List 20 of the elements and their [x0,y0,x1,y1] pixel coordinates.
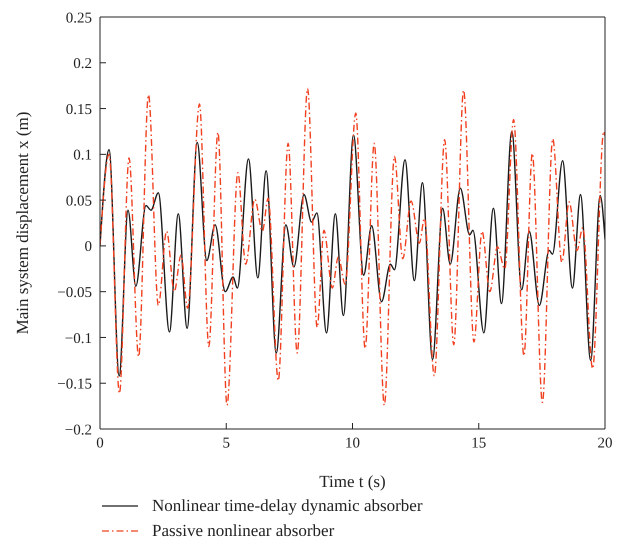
y-tick-label: 0.1 [73,148,92,164]
line-series [100,88,605,406]
x-tick-label: 15 [471,436,486,452]
y-tick-label: −0.15 [57,376,92,393]
y-tick-label: −0.05 [57,284,92,301]
x-tick-label: 10 [345,436,360,452]
x-tick-label: 20 [598,436,612,452]
x-axis-title: Time t (s) [319,472,386,491]
x-tick-label: 5 [222,436,230,452]
legend-label: Nonlinear time-delay dynamic absorber [152,496,422,516]
y-tick-label: 0.25 [66,10,92,26]
y-tick-label: −0.2 [64,422,92,438]
y-tick-label: 0.05 [66,193,92,210]
y-tick-label: 0.15 [66,102,92,118]
y-axis-title: Main system displacement x (m) [13,112,32,334]
y-tick-label: 0.2 [73,56,92,72]
x-tick-label: 0 [96,436,104,452]
y-tick-label: −0.1 [64,330,92,347]
y-tick-label: 0 [84,239,92,256]
legend-label: Passive nonlinear absorber [152,520,334,540]
